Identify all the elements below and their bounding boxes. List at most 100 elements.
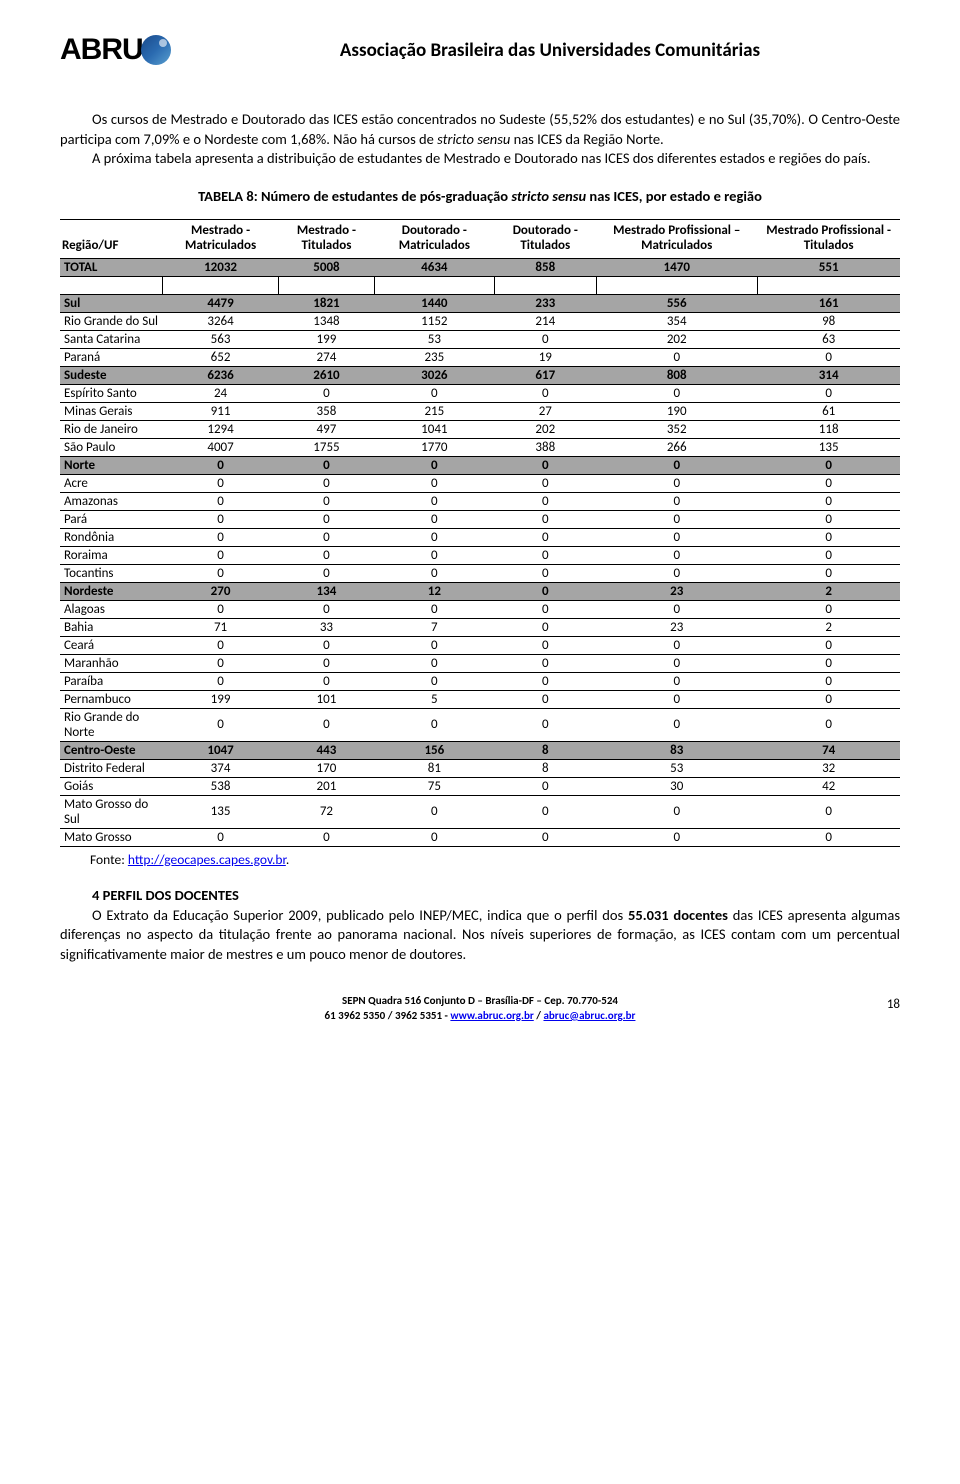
table-row: Paraná6522742351900 <box>60 348 900 366</box>
s4-a: O Extrato da Educação Superior 2009, pub… <box>92 906 628 924</box>
table-cell: Roraima <box>60 546 162 564</box>
table-cell: 0 <box>596 636 757 654</box>
table-cell: 0 <box>374 654 494 672</box>
table-cell: 266 <box>596 438 757 456</box>
table-cell: 0 <box>494 582 596 600</box>
table-cell: Mato Grosso <box>60 828 162 846</box>
table-cell: 0 <box>494 474 596 492</box>
table-cell: 0 <box>757 546 900 564</box>
table-cell: 388 <box>494 438 596 456</box>
table-cell: 27 <box>494 402 596 420</box>
table-cell: 0 <box>494 690 596 708</box>
table-fonte: Fonte: http://geocapes.capes.gov.br. <box>90 851 900 868</box>
section-4-body: O Extrato da Educação Superior 2009, pub… <box>60 906 900 965</box>
table-region-row: Norte000000 <box>60 456 900 474</box>
table-cell: 2610 <box>279 366 375 384</box>
table-cell: 75 <box>374 777 494 795</box>
caption-b: nas ICES, por estado e região <box>586 187 762 205</box>
table-cell: 0 <box>162 672 278 690</box>
table-cell: 1470 <box>596 258 757 276</box>
table-cell: 652 <box>162 348 278 366</box>
table-cell: Acre <box>60 474 162 492</box>
table-cell: 0 <box>494 600 596 618</box>
caption-a: TABELA 8: Número de estudantes de pós-gr… <box>198 187 511 205</box>
col-regiao: Região/UF <box>60 219 162 258</box>
table-cell: 156 <box>374 741 494 759</box>
intro-p1b: nas ICES da Região Norte. <box>510 130 663 148</box>
table-cell: 190 <box>596 402 757 420</box>
table-cell: 1294 <box>162 420 278 438</box>
table-cell: 0 <box>162 528 278 546</box>
table-cell: 0 <box>494 510 596 528</box>
table-cell: 0 <box>757 510 900 528</box>
table-cell: Distrito Federal <box>60 759 162 777</box>
fonte-link[interactable]: http://geocapes.capes.gov.br <box>128 851 286 868</box>
table-cell: 352 <box>596 420 757 438</box>
table-cell: 0 <box>596 795 757 828</box>
table-cell: 2 <box>757 582 900 600</box>
table-cell: 202 <box>596 330 757 348</box>
table-cell: 0 <box>596 564 757 582</box>
table-caption: TABELA 8: Número de estudantes de pós-gr… <box>60 187 900 205</box>
table-cell: 23 <box>596 582 757 600</box>
table-cell: 0 <box>494 708 596 741</box>
page-header: ABRU Associação Brasileira das Universid… <box>60 20 900 80</box>
table-cell: 0 <box>757 528 900 546</box>
association-title: Associação Brasileira das Universidades … <box>200 39 900 62</box>
table-cell <box>279 276 375 294</box>
col-mest-titul: Mestrado - Titulados <box>279 219 375 258</box>
caption-italic: stricto sensu <box>511 187 586 205</box>
table-body: TOTAL12032500846348581470551 Sul44791821… <box>60 258 900 846</box>
table-cell: 0 <box>279 546 375 564</box>
table-cell: 61 <box>757 402 900 420</box>
fonte-label: Fonte: <box>90 851 128 868</box>
table-cell <box>757 276 900 294</box>
table-cell: 0 <box>279 600 375 618</box>
table-row: Santa Catarina56319953020263 <box>60 330 900 348</box>
table-spacer-row <box>60 276 900 294</box>
table-row: Rondônia000000 <box>60 528 900 546</box>
table-cell: 1755 <box>279 438 375 456</box>
table-cell: 0 <box>494 528 596 546</box>
table-cell: 0 <box>596 600 757 618</box>
table-cell <box>596 276 757 294</box>
table-cell: 0 <box>374 564 494 582</box>
table-cell: 33 <box>279 618 375 636</box>
table-cell: 6236 <box>162 366 278 384</box>
table-cell: 0 <box>494 618 596 636</box>
table-cell: 0 <box>162 600 278 618</box>
table-cell: 0 <box>494 546 596 564</box>
table-cell: Bahia <box>60 618 162 636</box>
table-cell: 235 <box>374 348 494 366</box>
table-row: Ceará000000 <box>60 636 900 654</box>
table-cell: 274 <box>279 348 375 366</box>
table-cell: 12032 <box>162 258 278 276</box>
logo-circle-icon <box>141 35 171 65</box>
table-cell: 0 <box>374 600 494 618</box>
table-cell: 170 <box>279 759 375 777</box>
table-cell: 556 <box>596 294 757 312</box>
table-cell: 0 <box>757 690 900 708</box>
table-cell: 0 <box>494 828 596 846</box>
table-cell <box>60 276 162 294</box>
table-row: Amazonas000000 <box>60 492 900 510</box>
table-row: Paraíba000000 <box>60 672 900 690</box>
col-mprof-matric: Mestrado Profissional – Matriculados <box>596 219 757 258</box>
table-cell: 0 <box>596 528 757 546</box>
table-cell: 0 <box>757 708 900 741</box>
table-cell: 0 <box>494 330 596 348</box>
table-cell: 0 <box>596 474 757 492</box>
table-cell: Santa Catarina <box>60 330 162 348</box>
table-cell: 0 <box>279 828 375 846</box>
table-cell: 71 <box>162 618 278 636</box>
table-cell: Rio Grande do Norte <box>60 708 162 741</box>
table-cell: 0 <box>757 384 900 402</box>
table-row: Pernambuco1991015000 <box>60 690 900 708</box>
table-cell: 0 <box>374 384 494 402</box>
table-cell: 270 <box>162 582 278 600</box>
table-cell: 358 <box>279 402 375 420</box>
table-cell: 72 <box>279 795 375 828</box>
table-cell: 0 <box>374 672 494 690</box>
table-cell: Nordeste <box>60 582 162 600</box>
table-cell: Alagoas <box>60 600 162 618</box>
